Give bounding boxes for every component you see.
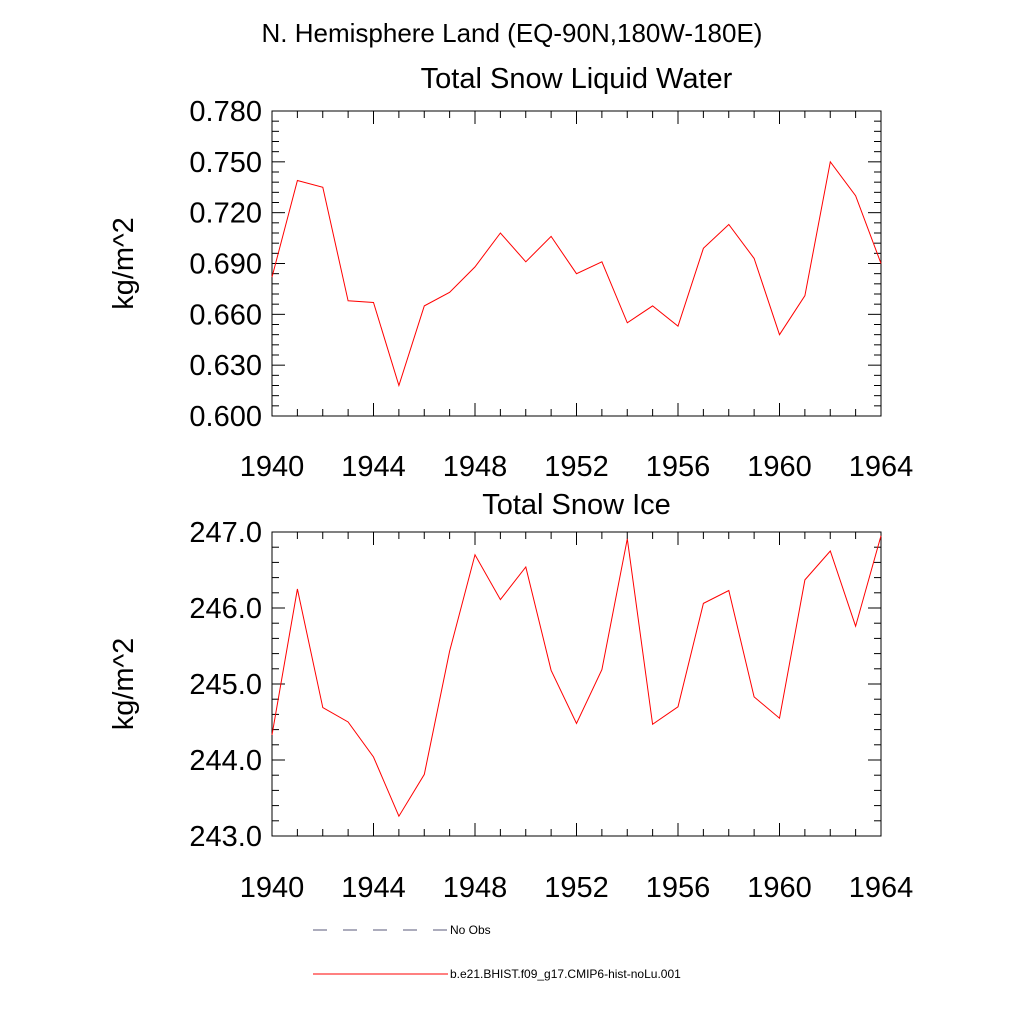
y-tick-label: 0.780: [189, 96, 262, 128]
plot-frame: [271, 531, 882, 837]
legend: No Obs b.e21.BHIST.f09_g17.CMIP6-hist-noL…: [313, 923, 681, 981]
y-axis-label: kg/m^2: [108, 638, 140, 731]
x-tick-label: 1940: [240, 872, 305, 904]
panel-title: Total Snow Ice: [482, 489, 671, 521]
y-tick-label: 0.720: [189, 198, 262, 230]
series-line: [271, 535, 882, 818]
x-tick-label: 1956: [646, 872, 711, 904]
x-tick-label: 1956: [646, 451, 711, 483]
panel-1: Total Snow Liquid Water 1940 1944 1948 1952 1…: [108, 63, 913, 483]
panel-title: Total Snow Liquid Water: [421, 63, 733, 95]
y-tick-label: 0.660: [189, 299, 262, 331]
y-axis-label: kg/m^2: [108, 217, 140, 310]
x-tick-label: 1948: [443, 872, 508, 904]
x-tick-label: 1944: [341, 872, 406, 904]
y-tick-label: 244.0: [189, 745, 262, 777]
x-tick-label: 1960: [747, 872, 812, 904]
figure-title: N. Hemisphere Land (EQ-90N,180W-180E): [262, 18, 763, 48]
x-tick-label: 1940: [240, 451, 305, 483]
x-tick-label: 1948: [443, 451, 508, 483]
y-tick-label: 243.0: [189, 821, 262, 853]
series-line: [271, 160, 882, 388]
y-tick-label: 245.0: [189, 669, 262, 701]
x-tick-label: 1964: [849, 451, 914, 483]
y-tick-label: 247.0: [189, 517, 262, 549]
y-tick-label: 0.630: [189, 350, 262, 382]
y-tick-label: 0.690: [189, 249, 262, 281]
x-tick-label: 1944: [341, 451, 406, 483]
y-tick-label: 0.600: [189, 401, 262, 433]
plot-frame: [271, 110, 882, 417]
y-tick-label: 246.0: [189, 593, 262, 625]
x-tick-label: 1952: [544, 872, 609, 904]
panel-2: Total Snow Ice 1940 1944 1948 1952 1956 1960 19…: [108, 489, 913, 904]
x-tick-label: 1960: [747, 451, 812, 483]
legend-label: No Obs: [450, 923, 491, 937]
x-tick-label: 1952: [544, 451, 609, 483]
legend-label: b.e21.BHIST.f09_g17.CMIP6-hist-noLu.001: [450, 967, 681, 981]
y-tick-label: 0.750: [189, 147, 262, 179]
x-tick-label: 1964: [849, 872, 914, 904]
